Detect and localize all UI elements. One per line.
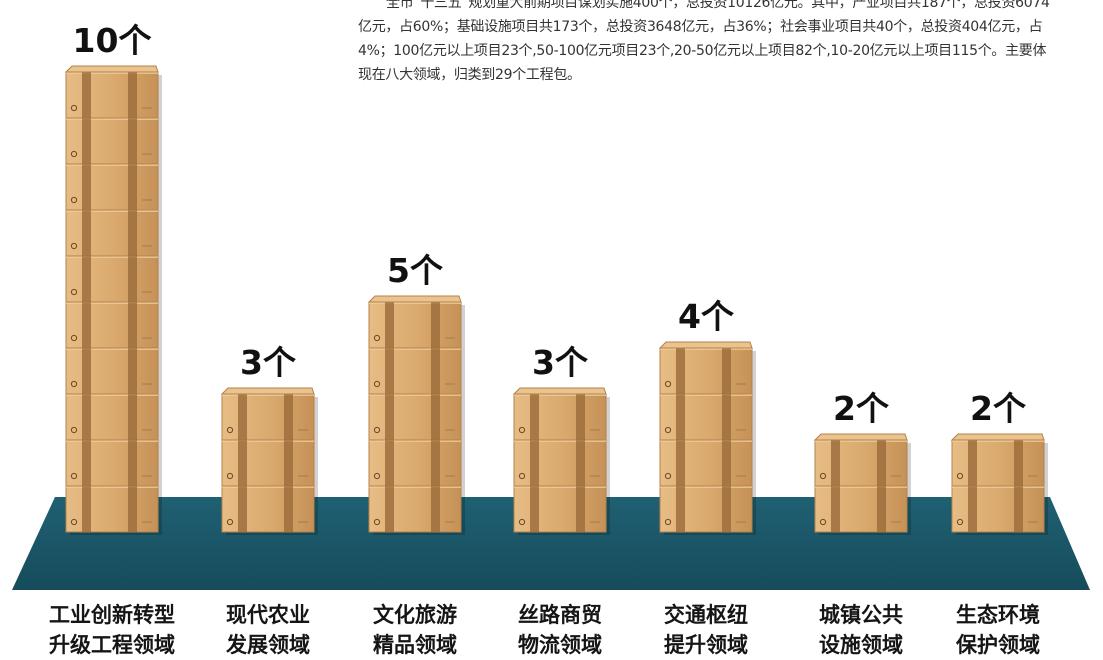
box — [65, 439, 159, 487]
x-tick-label-line: 现代农业 — [226, 603, 310, 627]
box — [65, 347, 159, 395]
box — [814, 485, 908, 533]
box — [659, 485, 753, 533]
x-tick-label: 丝路商贸 物流领域 — [485, 600, 635, 660]
x-tick-label: 现代农业 发展领域 — [193, 600, 343, 660]
x-tick-label-line: 精品领域 — [373, 633, 457, 657]
intro-paragraph: 全市“十三五”规划重大前期项目谋划实施400个，总投资10126亿元。其中，产业… — [358, 0, 1050, 83]
box — [513, 485, 607, 533]
x-tick-label-line: 生态环境 — [956, 603, 1040, 627]
box — [65, 163, 159, 211]
box — [65, 393, 159, 441]
box — [65, 117, 159, 165]
box — [951, 439, 1045, 487]
x-tick-label: 城镇公共 设施领域 — [786, 600, 936, 660]
bar — [512, 387, 610, 535]
x-tick-label-line: 丝路商贸 — [518, 603, 602, 627]
data-label: 10个 — [73, 21, 152, 60]
box — [814, 439, 908, 487]
box — [513, 393, 607, 441]
x-tick-label-line: 保护领域 — [956, 633, 1040, 657]
bar — [64, 65, 162, 535]
bar — [950, 433, 1048, 535]
box — [659, 347, 753, 395]
x-tick-label: 交通枢纽 提升领域 — [631, 600, 781, 660]
box — [221, 485, 315, 533]
bar — [658, 341, 756, 535]
x-tick-label-line: 交通枢纽 — [664, 603, 748, 627]
x-tick-label-line: 城镇公共 — [819, 603, 903, 627]
box — [659, 393, 753, 441]
x-tick-label: 生态环境 保护领域 — [923, 600, 1073, 660]
x-tick-label: 工业创新转型 升级工程领域 — [37, 600, 187, 660]
box — [65, 71, 159, 119]
data-label: 4个 — [678, 297, 734, 336]
data-label: 3个 — [240, 343, 296, 382]
x-tick-label-line: 物流领域 — [518, 633, 602, 657]
data-label: 3个 — [532, 343, 588, 382]
data-label: 5个 — [387, 251, 443, 290]
box — [221, 393, 315, 441]
box — [65, 301, 159, 349]
x-tick-label-line: 工业创新转型 — [49, 603, 175, 627]
box — [659, 439, 753, 487]
box — [221, 439, 315, 487]
x-tick-label-line: 发展领域 — [226, 633, 310, 657]
box — [368, 485, 462, 533]
box — [65, 209, 159, 257]
x-tick-label: 文化旅游 精品领域 — [340, 600, 490, 660]
x-tick-label-line: 升级工程领域 — [49, 633, 175, 657]
box — [65, 485, 159, 533]
x-tick-label-line: 设施领域 — [819, 633, 903, 657]
box — [368, 393, 462, 441]
bar — [813, 433, 911, 535]
data-label: 2个 — [970, 389, 1026, 428]
bar — [367, 295, 465, 535]
box — [368, 347, 462, 395]
x-tick-label-line: 文化旅游 — [373, 603, 457, 627]
x-tick-label-line: 提升领域 — [664, 633, 748, 657]
box — [368, 439, 462, 487]
data-label: 2个 — [833, 389, 889, 428]
bar — [220, 387, 318, 535]
box — [951, 485, 1045, 533]
box — [513, 439, 607, 487]
box — [65, 255, 159, 303]
box — [368, 301, 462, 349]
